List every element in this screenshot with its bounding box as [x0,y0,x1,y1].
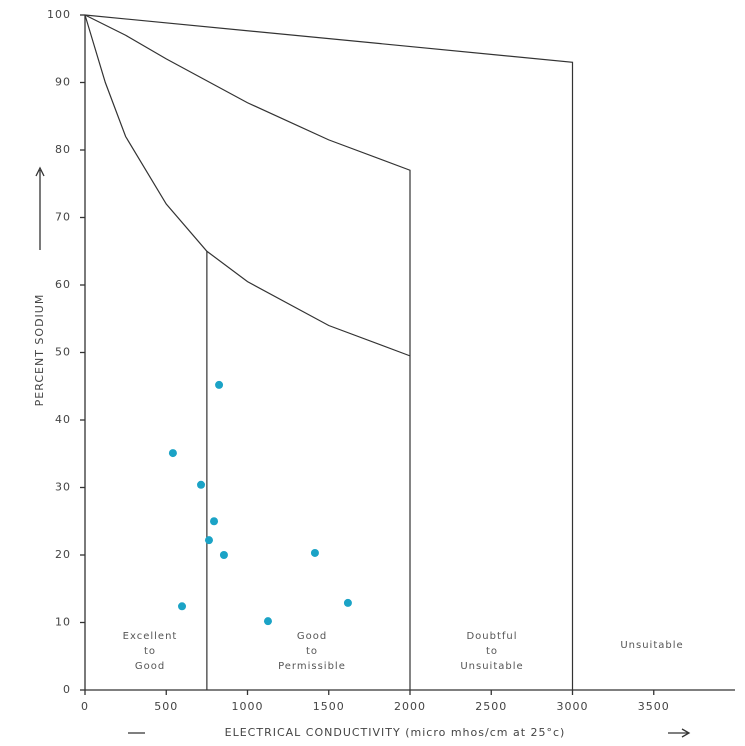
zone-label: Good [297,631,327,642]
zone-label: Good [135,661,165,672]
x-tick-label: 2000 [394,700,426,713]
data-point [219,551,228,559]
x-axis-label: ELECTRICAL CONDUCTIVITY (micro mhos/cm a… [225,726,566,739]
y-tick-label: 50 [55,346,71,359]
y-tick-label: 10 [55,616,71,629]
zone-label: to [144,646,156,657]
x-tick-label: 1000 [232,700,264,713]
zone-label: Doubtful [466,631,517,642]
x-tick-label: 2500 [475,700,507,713]
boundary-line [84,14,574,690]
y-tick-label: 30 [55,481,71,494]
y-tick-label: 40 [55,413,71,426]
zone-label: to [486,646,498,657]
x-tick-label: 3000 [557,700,589,713]
x-tick-label: 1500 [313,700,345,713]
y-tick-label: 90 [55,76,71,89]
y-tick-label: 20 [55,548,71,561]
data-point [343,598,352,607]
axis-arrows [35,166,691,738]
x-tick-label: 500 [154,700,178,713]
y-tick-label: 80 [55,143,71,156]
data-point [178,602,187,611]
y-tick-label: 70 [55,211,71,224]
zone-label: Unsuitable [460,661,523,672]
y-tick-label: 0 [63,683,71,696]
data-point [204,536,213,545]
data-point [263,617,272,626]
data-point [210,517,219,526]
data-point [168,449,177,458]
zone-label: Excellent [123,631,178,642]
boundary-line [84,14,411,690]
data-point [215,380,224,389]
y-tick-label: 60 [55,278,71,291]
x-tick-label: 3500 [638,700,670,713]
x-tick-label: 0 [81,700,89,713]
y-tick-label: 100 [47,8,71,21]
boundary-line [84,14,411,357]
data-point [197,480,206,489]
zone-label: to [306,646,318,657]
zone-label: Permissible [278,661,346,672]
zone-label: Unsuitable [620,640,683,651]
y-axis-label: PERCENT SODIUM [33,294,46,407]
data-point [310,548,319,557]
